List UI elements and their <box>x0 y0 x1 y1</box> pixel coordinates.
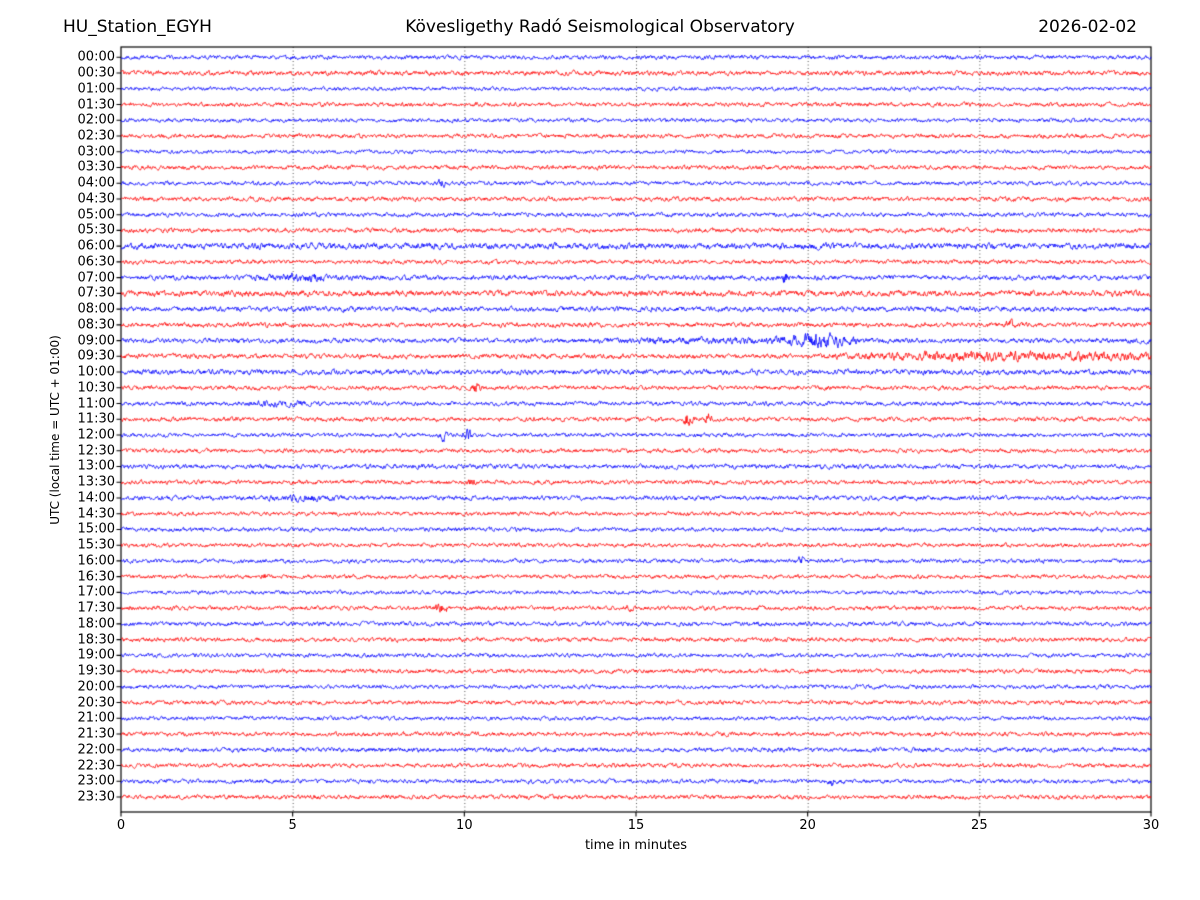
y-tick-label: 22:30 <box>77 758 115 773</box>
y-tick-label: 14:30 <box>77 506 115 522</box>
y-tick-label: 15:00 <box>77 521 115 537</box>
y-tick-label: 23:30 <box>77 789 115 805</box>
y-tick-label: 10:30 <box>77 380 115 396</box>
y-tick-label: 21:00 <box>77 710 115 726</box>
y-tick-label: 19:00 <box>77 647 115 663</box>
y-tick-label: 22:00 <box>77 742 115 758</box>
y-tick-label: 09:00 <box>77 333 115 349</box>
y-tick-label: 14:00 <box>77 490 115 506</box>
y-tick-label: 16:30 <box>77 569 115 585</box>
y-tick-label: 06:30 <box>77 254 115 270</box>
y-tick-label: 08:00 <box>77 301 115 317</box>
y-tick-label: 20:30 <box>77 695 115 711</box>
x-tick-label: 25 <box>971 818 988 833</box>
y-axis-label: UTC (local time = UTC + 01:00) <box>48 335 62 525</box>
x-tick-label: 20 <box>799 818 816 833</box>
x-tick-label: 15 <box>627 818 645 833</box>
y-tick-label: 17:30 <box>77 600 115 616</box>
x-tick-label: 10 <box>456 818 473 833</box>
station-title: HU_Station_EGYH <box>63 17 212 37</box>
y-tick-label: 05:00 <box>77 207 115 223</box>
y-tick-label: 09:30 <box>77 348 115 364</box>
x-tick-label: 30 <box>1142 818 1160 833</box>
y-tick-label: 03:00 <box>77 144 115 160</box>
y-tick-label: 19:30 <box>77 663 115 679</box>
y-tick-label: 05:30 <box>77 222 115 238</box>
y-tick-label: 07:30 <box>77 285 115 301</box>
y-tick-label: 03:30 <box>77 159 115 175</box>
y-tick-label: 07:00 <box>77 270 115 286</box>
y-tick-label: 17:00 <box>77 584 115 600</box>
y-tick-label: 10:00 <box>77 364 115 380</box>
x-tick-label: 5 <box>288 818 297 833</box>
x-axis-label: time in minutes <box>584 838 688 853</box>
y-tick-label: 18:00 <box>77 616 115 632</box>
observatory-title: Kövesligethy Radó Seismological Observat… <box>405 17 795 37</box>
x-tick-label: 0 <box>116 818 126 833</box>
y-tick-label: 12:00 <box>77 427 115 443</box>
y-tick-label: 11:30 <box>77 411 115 427</box>
y-tick-label: 08:30 <box>77 317 115 333</box>
y-tick-label: 01:00 <box>77 81 115 97</box>
y-tick-label: 15:30 <box>77 537 115 553</box>
y-tick-label: 20:00 <box>77 679 115 695</box>
date-title: 2026-02-02 <box>1038 17 1137 37</box>
y-tick-label: 12:30 <box>77 443 115 459</box>
y-tick-label: 23:00 <box>77 773 115 789</box>
y-tick-label: 00:00 <box>77 49 115 65</box>
y-tick-label: 01:30 <box>77 97 115 112</box>
y-tick-label: 16:00 <box>77 553 115 569</box>
y-tick-label: 06:00 <box>77 238 115 254</box>
y-tick-label: 11:00 <box>77 396 115 412</box>
y-tick-label: 18:30 <box>77 632 115 648</box>
y-tick-label: 13:00 <box>77 458 115 474</box>
y-tick-label: 02:00 <box>77 112 115 128</box>
y-tick-label: 04:00 <box>77 175 115 191</box>
y-tick-label: 04:30 <box>77 191 115 207</box>
y-tick-label: 13:30 <box>77 474 115 490</box>
y-tick-label: 02:30 <box>77 128 115 144</box>
y-tick-label: 00:30 <box>77 65 115 81</box>
y-tick-label: 21:30 <box>77 726 115 742</box>
